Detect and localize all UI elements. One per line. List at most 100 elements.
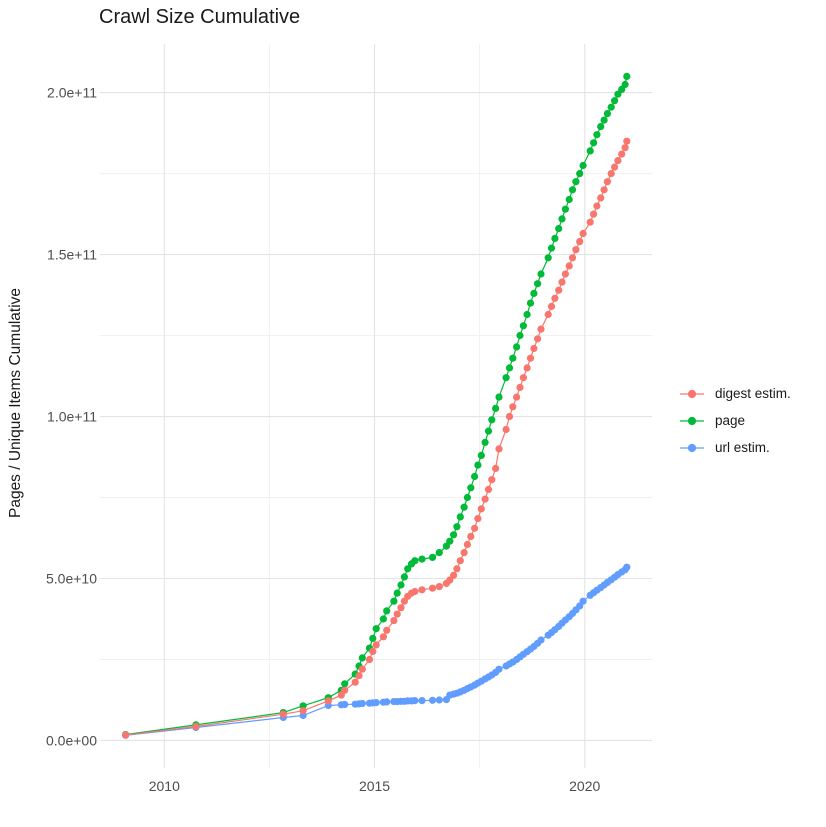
data-point <box>551 294 559 302</box>
legend-label: url estim. <box>715 440 770 455</box>
legend: digest estim. page url estim. <box>678 380 791 461</box>
data-point <box>400 573 408 581</box>
x-tick-label: 2015 <box>359 778 390 794</box>
data-point <box>505 412 514 421</box>
data-point <box>513 343 521 351</box>
data-point <box>192 722 200 731</box>
data-point <box>505 364 514 372</box>
data-point <box>547 302 556 310</box>
data-point <box>600 186 608 194</box>
data-point <box>390 597 398 605</box>
data-point <box>607 103 615 111</box>
data-point <box>446 537 454 545</box>
data-point <box>393 589 401 597</box>
data-point <box>534 280 542 288</box>
data-point <box>597 123 605 131</box>
data-point <box>299 707 307 715</box>
data-point <box>502 374 510 382</box>
data-point <box>428 584 437 592</box>
data-point <box>492 464 500 472</box>
data-point <box>572 246 580 254</box>
data-point <box>530 289 538 297</box>
data-point <box>579 229 587 238</box>
data-point <box>623 72 631 80</box>
series-digest-estim <box>122 137 631 739</box>
data-point <box>586 147 594 155</box>
data-point <box>523 364 531 372</box>
data-point <box>453 523 461 531</box>
data-point <box>544 254 552 262</box>
data-point <box>618 150 626 158</box>
x-tick-label: 2010 <box>149 778 180 794</box>
data-point <box>534 335 542 343</box>
data-point <box>358 699 366 708</box>
data-point <box>495 665 503 673</box>
data-point <box>597 194 605 202</box>
data-point <box>555 225 563 233</box>
data-point <box>579 161 587 170</box>
data-point <box>369 634 377 643</box>
data-point <box>456 513 464 521</box>
data-point <box>558 215 566 223</box>
data-point <box>621 144 629 152</box>
data-point <box>565 195 573 204</box>
data-point <box>393 610 401 618</box>
data-point <box>351 678 359 686</box>
y-tick-label: 1.5e+11 <box>47 247 97 263</box>
data-point <box>509 403 517 411</box>
data-point <box>555 286 563 294</box>
data-point <box>435 696 443 704</box>
data-point <box>397 581 405 589</box>
data-point <box>576 170 584 178</box>
data-point <box>502 425 510 434</box>
data-point <box>519 374 528 382</box>
data-point <box>603 110 612 118</box>
series-page <box>122 72 631 739</box>
data-point <box>530 344 538 353</box>
data-point <box>411 557 419 565</box>
data-point <box>551 234 559 242</box>
data-point <box>603 178 612 186</box>
data-point <box>611 163 619 171</box>
data-point <box>477 505 485 513</box>
data-point <box>623 563 631 571</box>
data-point <box>568 254 577 262</box>
data-point <box>471 524 479 532</box>
data-point <box>324 697 332 705</box>
data-point <box>383 607 391 615</box>
data-point <box>397 604 405 612</box>
data-point <box>365 655 374 664</box>
data-point <box>418 555 426 563</box>
data-point <box>576 238 584 246</box>
series-url-estim <box>122 563 631 739</box>
data-point <box>519 322 528 330</box>
legend-key-digest-icon <box>680 389 704 398</box>
data-point <box>341 686 349 694</box>
data-point <box>600 116 608 124</box>
legend-key-page-icon <box>680 416 704 425</box>
data-point <box>607 170 615 178</box>
chart-title: Crawl Size Cumulative <box>99 6 301 28</box>
data-point <box>463 493 471 502</box>
data-point <box>358 665 366 673</box>
data-point <box>586 218 594 226</box>
data-point <box>456 557 464 565</box>
legend-item-url-estim: url estim. <box>678 434 791 461</box>
y-tick-label: 5.0e+10 <box>46 570 97 586</box>
data-point <box>372 699 380 707</box>
data-point <box>369 647 377 656</box>
legend-item-digest-estim: digest estim. <box>678 380 791 407</box>
data-point <box>488 476 496 484</box>
data-point <box>481 495 489 503</box>
data-point <box>537 270 545 278</box>
data-point <box>590 210 598 218</box>
data-point <box>537 325 545 333</box>
data-point <box>484 427 493 435</box>
legend-label: page <box>715 413 746 428</box>
data-point <box>484 485 493 493</box>
data-point <box>355 672 363 680</box>
data-point <box>428 553 437 562</box>
data-point <box>460 503 468 511</box>
data-point <box>460 549 468 557</box>
